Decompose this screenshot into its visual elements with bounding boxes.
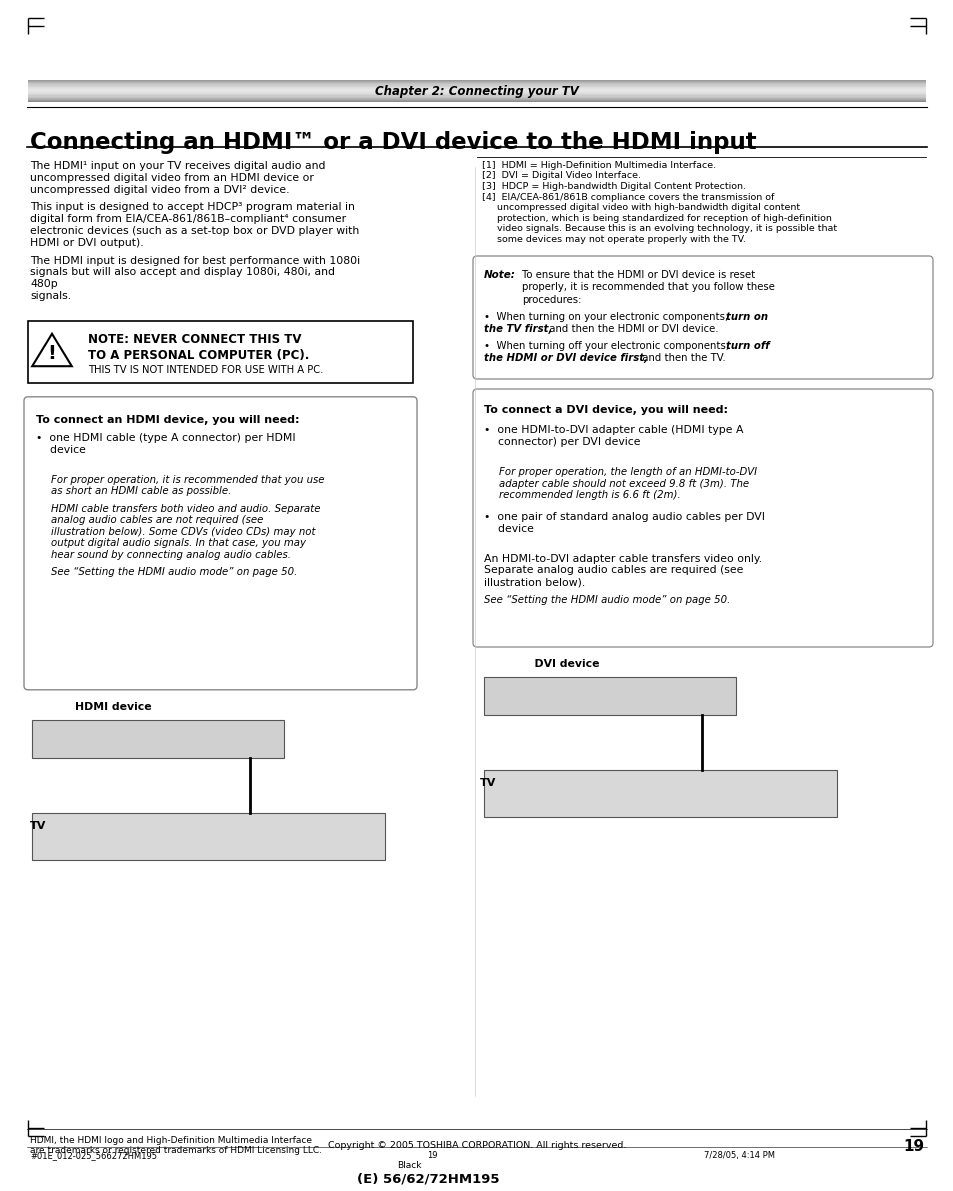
Text: •  When turning off your electronic components,: • When turning off your electronic compo…	[483, 341, 732, 351]
Text: HDMI cable transfers both video and audio. Separate: HDMI cable transfers both video and audi…	[51, 504, 320, 513]
Text: Separate analog audio cables are required (see: Separate analog audio cables are require…	[483, 566, 742, 575]
Text: analog audio cables are not required (see: analog audio cables are not required (se…	[51, 516, 263, 525]
Text: Chapter 2: Connecting your TV: Chapter 2: Connecting your TV	[375, 85, 578, 98]
Bar	[28, 320, 413, 382]
Text: To connect a DVI device, you will need:: To connect a DVI device, you will need:	[483, 405, 727, 414]
Text: uncompressed digital video from a DVI² device.: uncompressed digital video from a DVI² d…	[30, 185, 289, 194]
Text: The HDMI input is designed for best performance with 1080i: The HDMI input is designed for best perf…	[30, 256, 359, 266]
Text: and then the HDMI or DVI device.: and then the HDMI or DVI device.	[545, 324, 718, 333]
Text: An HDMI-to-DVI adapter cable transfers video only.: An HDMI-to-DVI adapter cable transfers v…	[483, 554, 761, 563]
Text: DVI device: DVI device	[526, 659, 598, 669]
Text: HDMI or DVI output).: HDMI or DVI output).	[30, 238, 144, 248]
Text: •  one pair of standard analog audio cables per DVI
    device: • one pair of standard analog audio cabl…	[483, 511, 764, 534]
Text: digital form from EIA/CEA-861/861B–compliant⁴ consumer: digital form from EIA/CEA-861/861B–compl…	[30, 214, 346, 224]
Bar	[483, 771, 836, 817]
Text: [1]  HDMI = High-Definition Multimedia Interface.: [1] HDMI = High-Definition Multimedia In…	[481, 161, 716, 170]
Polygon shape	[32, 333, 71, 366]
Text: •  When turning on your electronic components,: • When turning on your electronic compon…	[483, 312, 731, 322]
Text: THIS TV IS NOT INTENDED FOR USE WITH A PC.: THIS TV IS NOT INTENDED FOR USE WITH A P…	[88, 364, 323, 375]
Text: turn off: turn off	[725, 341, 769, 351]
Text: recommended length is 6.6 ft (2m).: recommended length is 6.6 ft (2m).	[498, 490, 680, 500]
FancyBboxPatch shape	[24, 397, 416, 690]
Text: Connecting an HDMI™ or a DVI device to the HDMI input: Connecting an HDMI™ or a DVI device to t…	[30, 131, 756, 154]
Text: [2]  DVI = Digital Video Interface.: [2] DVI = Digital Video Interface.	[481, 172, 640, 181]
Text: output digital audio signals. In that case, you may: output digital audio signals. In that ca…	[51, 538, 306, 548]
Text: adapter cable should not exceed 9.8 ft (3m). The: adapter cable should not exceed 9.8 ft (…	[498, 479, 748, 488]
Text: electronic devices (such as a set-top box or DVD player with: electronic devices (such as a set-top bo…	[30, 226, 359, 236]
Text: To ensure that the HDMI or DVI device is reset
properly, it is recommended that : To ensure that the HDMI or DVI device is…	[521, 270, 774, 305]
Text: This input is designed to accept HDCP³ program material in: This input is designed to accept HDCP³ p…	[30, 202, 355, 212]
Text: Note:: Note:	[483, 270, 516, 280]
Bar	[32, 813, 384, 860]
Text: See “Setting the HDMI audio mode” on page 50.: See “Setting the HDMI audio mode” on pag…	[483, 594, 730, 605]
Text: HDMI device: HDMI device	[75, 701, 152, 712]
Text: protection, which is being standardized for reception of high-definition: protection, which is being standardized …	[481, 213, 831, 223]
Text: For proper operation, it is recommended that you use: For proper operation, it is recommended …	[51, 475, 324, 485]
Bar	[483, 676, 735, 716]
Text: uncompressed digital video from an HDMI device or: uncompressed digital video from an HDMI …	[30, 173, 314, 182]
FancyBboxPatch shape	[473, 256, 932, 379]
Text: [4]  EIA/CEA-861/861B compliance covers the transmission of: [4] EIA/CEA-861/861B compliance covers t…	[481, 193, 774, 201]
Text: Copyright © 2005 TOSHIBA CORPORATION. All rights reserved.: Copyright © 2005 TOSHIBA CORPORATION. Al…	[328, 1141, 625, 1151]
Text: The HDMI¹ input on your TV receives digital audio and: The HDMI¹ input on your TV receives digi…	[30, 161, 325, 172]
Text: are trademarks or registered trademarks of HDMI Licensing LLC.: are trademarks or registered trademarks …	[30, 1146, 322, 1155]
Text: For proper operation, the length of an HDMI-to-DVI: For proper operation, the length of an H…	[498, 467, 757, 478]
Text: (E) 56/62/72HM195: (E) 56/62/72HM195	[356, 1173, 499, 1186]
Bar	[28, 80, 925, 102]
FancyBboxPatch shape	[473, 389, 932, 647]
Text: !: !	[48, 344, 56, 363]
Text: See “Setting the HDMI audio mode” on page 50.: See “Setting the HDMI audio mode” on pag…	[51, 567, 297, 578]
Text: illustration below).: illustration below).	[483, 578, 584, 587]
Text: 7/28/05, 4:14 PM: 7/28/05, 4:14 PM	[703, 1151, 774, 1160]
Text: [3]  HDCP = High-bandwidth Digital Content Protection.: [3] HDCP = High-bandwidth Digital Conten…	[481, 182, 745, 191]
Text: illustration below). Some CDVs (video CDs) may not: illustration below). Some CDVs (video CD…	[51, 526, 315, 537]
Bar	[32, 719, 284, 757]
Text: turn on: turn on	[725, 312, 767, 322]
Text: hear sound by connecting analog audio cables.: hear sound by connecting analog audio ca…	[51, 550, 291, 560]
Text: the TV first,: the TV first,	[483, 324, 552, 333]
Text: signals but will also accept and display 1080i, 480i, and: signals but will also accept and display…	[30, 268, 335, 278]
Text: •  one HDMI cable (type A connector) per HDMI
    device: • one HDMI cable (type A connector) per …	[36, 432, 295, 455]
Text: NOTE: NEVER CONNECT THIS TV
TO A PERSONAL COMPUTER (PC).: NOTE: NEVER CONNECT THIS TV TO A PERSONA…	[88, 332, 309, 362]
Text: and then the TV.: and then the TV.	[639, 353, 725, 363]
Text: 19: 19	[427, 1151, 437, 1160]
Text: To connect an HDMI device, you will need:: To connect an HDMI device, you will need…	[36, 414, 299, 425]
Text: signals.: signals.	[30, 291, 71, 301]
Text: •  one HDMI-to-DVI adapter cable (HDMI type A
    connector) per DVI device: • one HDMI-to-DVI adapter cable (HDMI ty…	[483, 425, 742, 448]
Text: TV: TV	[30, 821, 47, 831]
Text: #01E_012-025_566272HM195: #01E_012-025_566272HM195	[30, 1151, 157, 1160]
Text: the HDMI or DVI device first,: the HDMI or DVI device first,	[483, 353, 647, 363]
Text: video signals. Because this is an evolving technology, it is possible that: video signals. Because this is an evolvi…	[481, 224, 836, 233]
Text: TV: TV	[479, 778, 496, 788]
Text: 19: 19	[902, 1139, 923, 1154]
Text: 480p: 480p	[30, 279, 58, 289]
Text: HDMI, the HDMI logo and High-Definition Multimedia Interface: HDMI, the HDMI logo and High-Definition …	[30, 1136, 312, 1145]
Text: some devices may not operate properly with the TV.: some devices may not operate properly wi…	[481, 235, 745, 243]
Text: uncompressed digital video with high-bandwidth digital content: uncompressed digital video with high-ban…	[481, 202, 800, 212]
Text: as short an HDMI cable as possible.: as short an HDMI cable as possible.	[51, 486, 232, 497]
Text: Black: Black	[396, 1161, 421, 1170]
